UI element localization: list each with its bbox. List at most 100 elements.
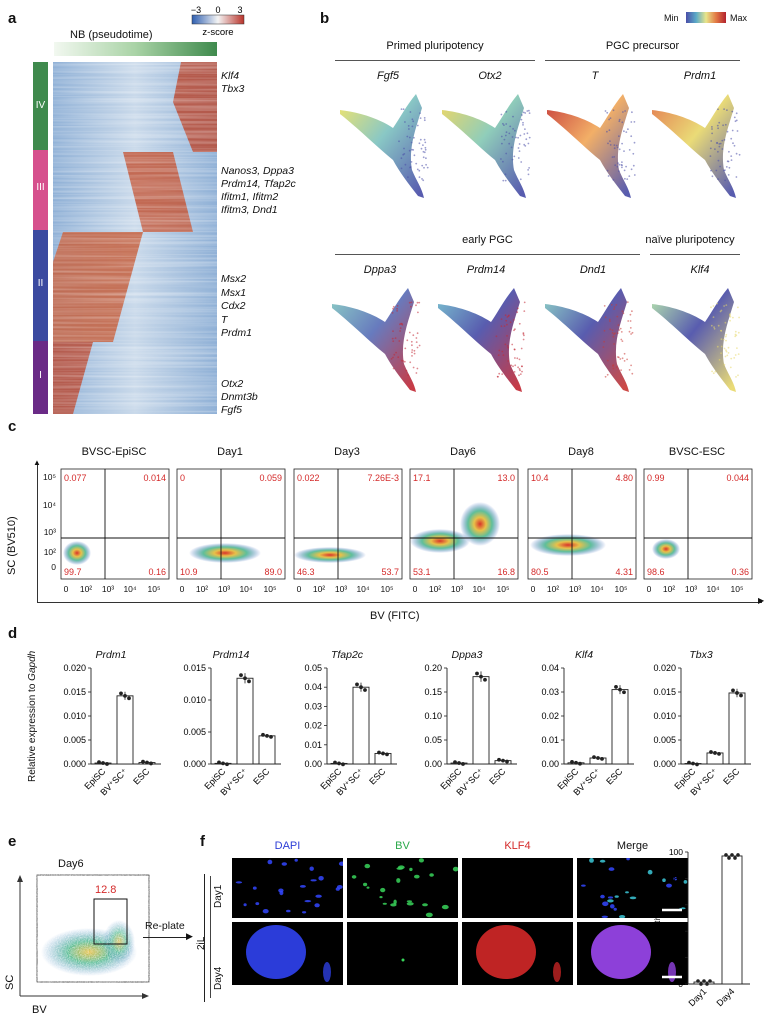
data-point [713,751,717,755]
umap-dot [419,117,422,119]
quadrant-ll: 99.7 [64,567,82,577]
umap-dot [392,356,394,359]
quadrant-ul: 17.1 [413,473,431,483]
umap-dot [505,123,508,125]
umap-dot [618,170,620,172]
umap-dot [623,150,625,152]
umap-dot [502,160,504,163]
data-point [727,856,731,860]
umap-dot [504,173,507,176]
cell [666,883,672,888]
umap-dot [611,156,614,158]
umap-dot [423,138,426,141]
x-tick-label: 0 [296,584,302,594]
x-tick-label: 10² [546,584,560,594]
umap-dot [622,111,624,113]
umap-dot [613,156,616,158]
umap-dot [712,372,715,375]
umap-panel: Dppa3 [330,264,430,394]
bar-ylabel-gene: Gapdh [27,650,38,681]
umap-dot [724,355,727,358]
umap-dot [504,314,507,317]
group-primed: Primed pluripotency [386,40,484,52]
x-tick-label: 10² [428,584,442,594]
genes-cluster-i: Otx2 Dnmt3b Fgf5 [221,378,258,417]
umap-dot [713,327,716,330]
cell [255,902,260,906]
umap-dot [424,146,427,149]
umap-cells [652,288,736,392]
umap-dot [419,112,421,114]
umap-dot [616,315,619,318]
umap-dot [622,312,625,315]
umap-dot [711,128,713,130]
x-tick-label: 10² [662,584,676,594]
data-point [217,760,221,765]
umap-dot [392,340,395,343]
umap-dot [524,145,527,147]
cluster-i-label: I [39,370,42,381]
data-point [123,693,127,698]
cluster-ii [33,230,48,341]
umap-dot [712,316,715,318]
umap-dot [718,145,721,148]
data-point [269,734,273,739]
umap-dot [717,159,720,162]
gene-label: Tbx3 [221,83,245,95]
x-tick-label: 10³ [217,584,231,594]
data-point [735,691,739,695]
umap-dot [611,329,614,331]
x-tick-label: 10⁴ [706,584,720,594]
cell [406,900,413,903]
umap-dot [408,331,411,334]
x-category-label: ESC [604,766,625,787]
umap-dot [612,367,615,370]
gene-label: Dnmt3b [221,391,258,403]
cell [626,858,630,861]
umap-dot [411,125,414,128]
cell [629,896,637,900]
umap-dot [624,177,626,180]
data-point [461,762,465,766]
genes-cluster-iii: Nanos3, Dppa3 Prdm14, Tfap2c Ifitm1, Ifi… [221,165,296,217]
gene-label: Cdx2 [221,300,246,312]
quadrant-ll: 80.5 [531,567,549,577]
x-tick-label: 10⁵ [263,584,277,594]
umap-dot [617,324,620,326]
umap-dot [391,337,394,340]
umap-dot [623,360,626,362]
bar-ylabel-prefix: Relative expression to [27,680,38,782]
gene-label: Otx2 [221,378,244,390]
umap-dot [627,128,629,131]
pseudotime-heatmap [53,62,217,414]
umap-dot [523,133,526,135]
umap-dot [603,340,605,343]
data-point [145,760,149,765]
umap-panel: Klf4 [650,264,750,394]
umap-dot [618,148,621,151]
umap-dot [415,372,418,374]
umap-dot [519,178,522,181]
umap-dot [617,162,619,164]
data-point [705,982,709,986]
umap-dot [519,134,522,137]
quadrant-ur: 0.014 [143,473,166,483]
nb-pseudotime-label: NB (pseudotime) [70,29,153,41]
umap-dot [626,301,629,303]
e-ylabel: SC [4,974,16,990]
umap-dot [528,112,531,114]
umap-dot [500,318,503,320]
umap-dot [717,178,719,180]
y-tick-label: 0.005 [653,735,676,745]
umap-dot [621,142,623,145]
umap-dot [418,344,421,347]
data-point [483,677,487,682]
y-tick-label: 0.000 [63,759,86,769]
umap-dot [627,320,630,322]
channel-label: BV [395,840,410,852]
y-tick-label: 0.010 [183,695,206,705]
umap-dot [730,155,733,157]
x-tick-label: 10⁴ [590,584,604,594]
umap-dot [411,351,413,354]
